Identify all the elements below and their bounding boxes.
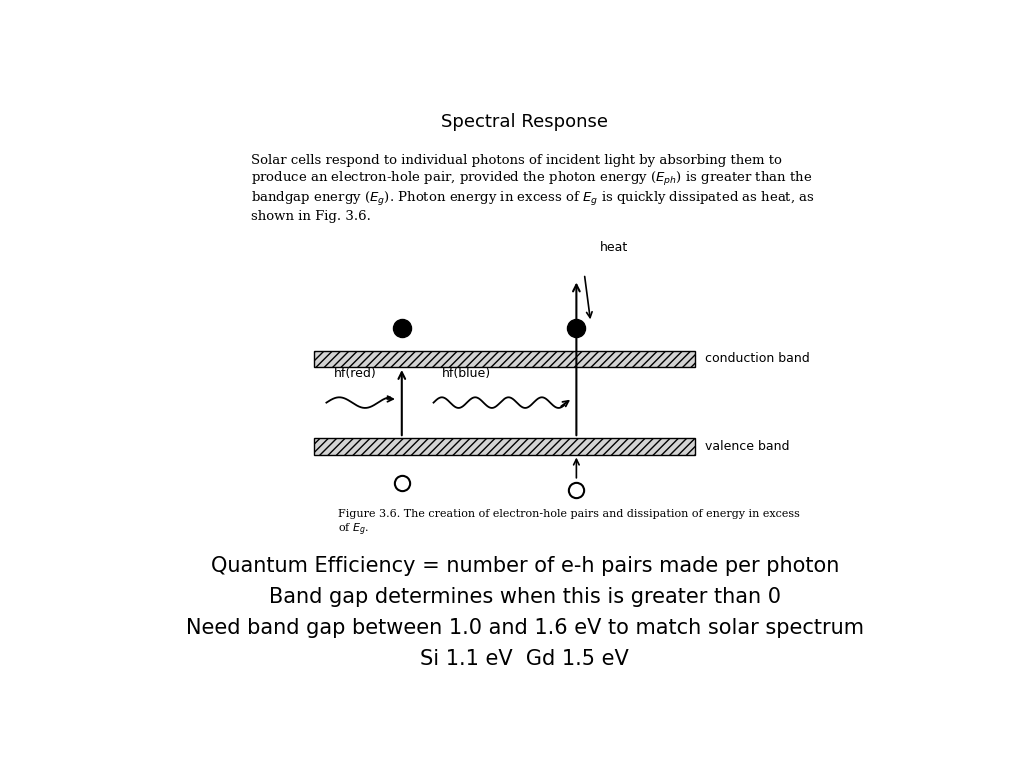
Text: Band gap determines when this is greater than 0: Band gap determines when this is greater… <box>268 587 780 607</box>
Bar <box>314 438 695 455</box>
Text: conduction band: conduction band <box>705 353 810 366</box>
Text: valence band: valence band <box>705 440 790 453</box>
Text: Figure 3.6. The creation of electron-hole pairs and dissipation of energy in exc: Figure 3.6. The creation of electron-hol… <box>338 509 800 538</box>
Text: Solar cells respond to individual photons of incident light by absorbing them to: Solar cells respond to individual photon… <box>251 154 815 223</box>
Text: Quantum Efficiency = number of e-h pairs made per photon: Quantum Efficiency = number of e-h pairs… <box>211 556 839 576</box>
Bar <box>314 350 695 367</box>
Text: heat: heat <box>600 240 629 253</box>
Text: Need band gap between 1.0 and 1.6 eV to match solar spectrum: Need band gap between 1.0 and 1.6 eV to … <box>185 618 864 638</box>
Text: Spectral Response: Spectral Response <box>441 113 608 131</box>
Text: hf(blue): hf(blue) <box>441 367 490 380</box>
Text: Si 1.1 eV  Gd 1.5 eV: Si 1.1 eV Gd 1.5 eV <box>421 649 629 669</box>
Text: hf(red): hf(red) <box>334 367 377 380</box>
